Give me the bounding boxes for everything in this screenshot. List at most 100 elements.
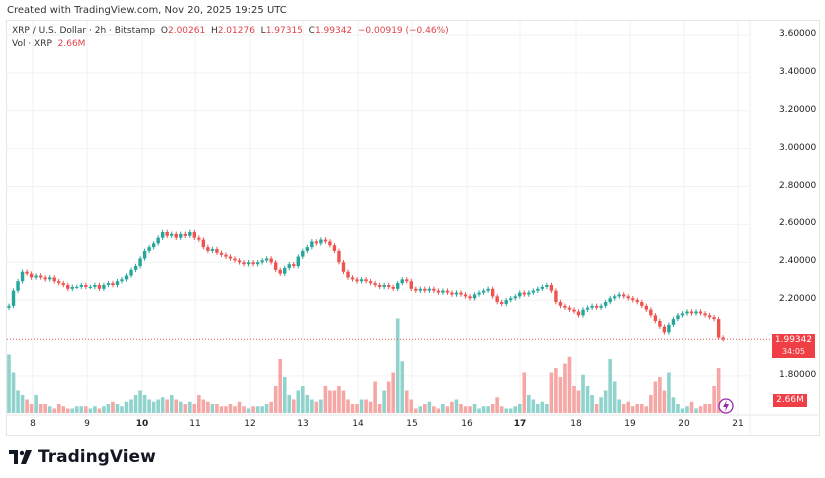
candle-body	[427, 288, 432, 291]
volume-bar	[558, 377, 563, 413]
volume-bar	[138, 390, 142, 413]
volume-bar	[459, 404, 463, 413]
date-tick: 19	[624, 419, 636, 429]
volume-bar	[70, 408, 75, 413]
candle-body	[219, 252, 224, 255]
candle-body	[368, 281, 373, 284]
price-tick: 3.40000	[779, 66, 817, 77]
volume-bar	[52, 408, 56, 413]
volume-bar	[603, 390, 608, 413]
volume-bar	[608, 359, 612, 413]
volume-bar	[712, 386, 716, 413]
volume-bar	[38, 404, 43, 413]
volume-bar	[477, 408, 481, 413]
volume-bar	[174, 399, 179, 413]
candle-body	[585, 307, 590, 310]
candle-body	[499, 302, 504, 304]
volume-bar	[418, 406, 423, 413]
change-value: −0.00919 (−0.46%)	[357, 26, 449, 36]
symbol-info[interactable]: XRP / U.S. Dollar · 2h · Bitstamp	[12, 26, 156, 36]
candle-body	[364, 279, 368, 282]
candle-body	[237, 260, 242, 263]
candle-body	[255, 262, 260, 265]
candle-body	[66, 285, 70, 289]
volume-bar	[20, 395, 25, 413]
candle-body	[106, 283, 111, 286]
candle-body	[305, 247, 310, 251]
tradingview-logo[interactable]: TradingView	[9, 447, 156, 467]
volume-bar	[536, 404, 540, 413]
volume-label[interactable]: Vol · XRP	[12, 39, 52, 49]
volume-bar	[93, 406, 97, 413]
volume-bar	[142, 395, 147, 413]
candle-body	[188, 231, 192, 236]
candle-body	[319, 239, 323, 244]
volume-legend: Vol · XRP 2.66M	[12, 39, 85, 49]
volume-bar	[644, 406, 649, 413]
volume-bar	[667, 372, 671, 413]
volume-bar	[522, 372, 527, 413]
candle-body	[84, 285, 88, 287]
volume-bar	[7, 354, 11, 413]
candle-body	[658, 320, 662, 327]
volume-bar	[237, 401, 242, 413]
candle-body	[34, 275, 38, 278]
volume-bar	[454, 399, 459, 413]
candle-body	[151, 243, 156, 248]
volume-bar	[84, 406, 88, 413]
volume-bar	[504, 408, 508, 413]
candle-body	[7, 305, 11, 308]
volume-bar	[359, 399, 364, 413]
candle-body	[436, 290, 441, 293]
volume-bar	[463, 406, 468, 413]
candle-body	[459, 292, 463, 295]
volume-bar	[11, 372, 16, 413]
candle-body	[278, 269, 282, 274]
candle-body	[269, 258, 273, 263]
volume-bar	[414, 408, 418, 413]
candle-body	[635, 300, 639, 303]
volume-bar	[264, 404, 269, 413]
volume-bar	[694, 408, 698, 413]
volume-bar	[332, 390, 337, 413]
date-tick: 15	[406, 419, 418, 429]
volume-bar	[395, 318, 400, 413]
volume-bar	[540, 401, 545, 413]
candle-body	[454, 292, 459, 295]
date-tick: 11	[189, 419, 201, 429]
volume-bar	[269, 401, 273, 413]
candle-body	[377, 285, 382, 287]
volume-bar	[305, 395, 310, 413]
candle-body	[179, 233, 183, 238]
candle-body	[418, 288, 423, 291]
candle-body	[138, 258, 142, 267]
candle-body	[57, 281, 61, 284]
volume-bar	[106, 404, 111, 413]
volume-bar	[328, 390, 332, 413]
date-tick: 8	[30, 419, 36, 429]
volume-bar	[206, 401, 210, 413]
candle-body	[111, 283, 115, 286]
volume-bar	[301, 386, 305, 413]
close-label: C	[308, 26, 315, 36]
candle-body	[70, 286, 74, 289]
candle-body	[703, 313, 707, 316]
volume-bar	[278, 359, 282, 413]
volume-bar	[97, 408, 102, 413]
price-tick: 2.40000	[779, 256, 817, 267]
candle-body	[174, 233, 178, 238]
volume-bar	[197, 395, 201, 413]
candle-body	[301, 250, 305, 257]
candle-body	[102, 285, 106, 289]
candle-body	[359, 279, 364, 282]
volume-bar	[377, 404, 382, 413]
low-label: L	[260, 26, 266, 36]
candle-body	[373, 283, 377, 286]
date-tick: 17	[513, 419, 527, 429]
candle-body	[707, 315, 712, 318]
candle-body	[61, 283, 65, 286]
candle-body	[694, 311, 698, 314]
volume-bar	[133, 395, 138, 413]
